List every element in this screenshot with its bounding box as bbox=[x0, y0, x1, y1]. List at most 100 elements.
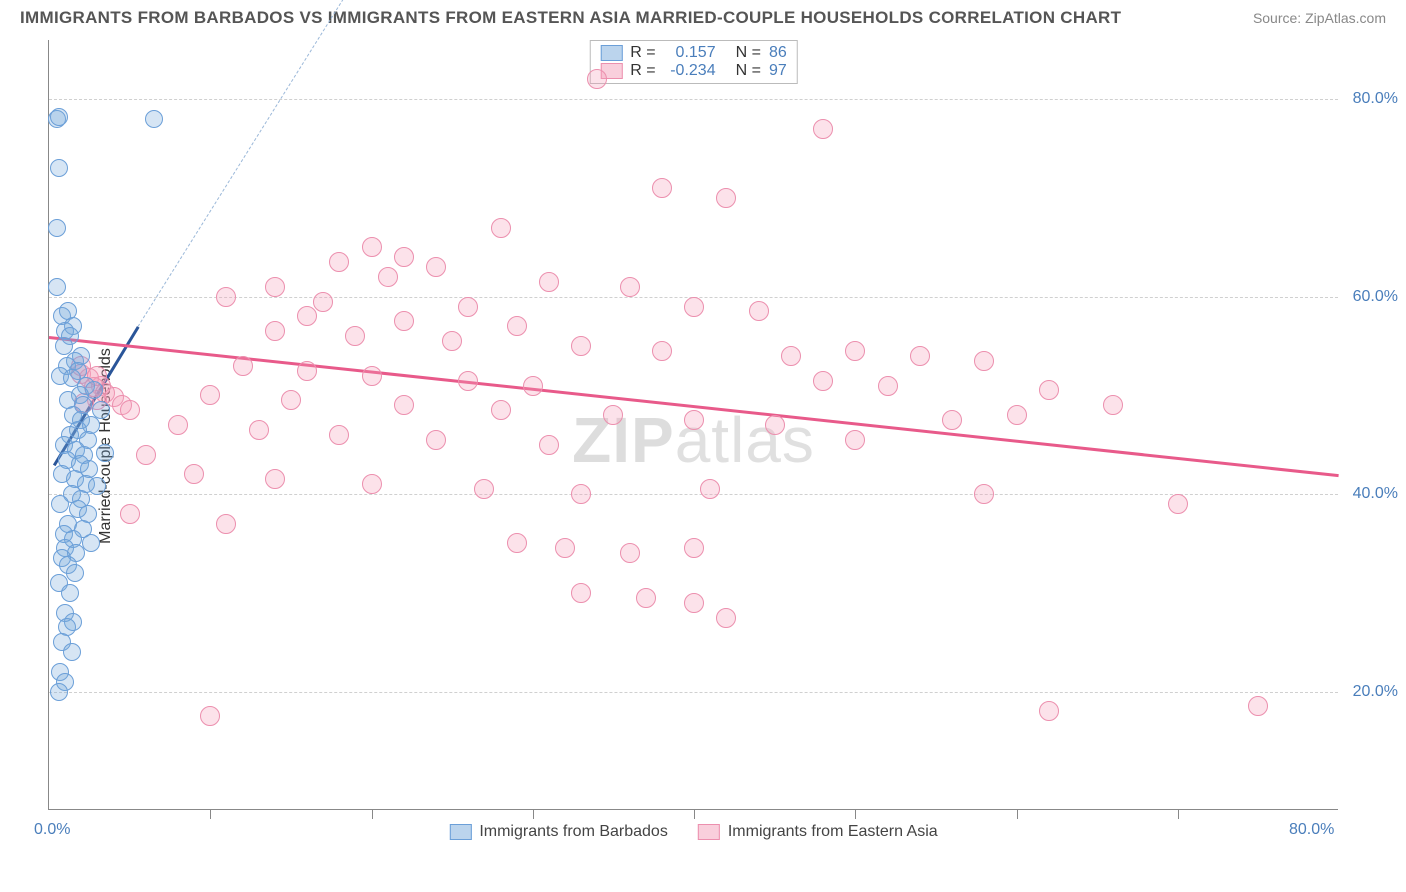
data-point bbox=[249, 420, 269, 440]
data-point bbox=[845, 430, 865, 450]
title-bar: IMMIGRANTS FROM BARBADOS VS IMMIGRANTS F… bbox=[0, 0, 1406, 32]
x-tick bbox=[210, 809, 211, 819]
x-tick bbox=[855, 809, 856, 819]
data-point bbox=[1007, 405, 1027, 425]
data-point bbox=[571, 583, 591, 603]
data-point bbox=[442, 331, 462, 351]
data-point bbox=[184, 464, 204, 484]
data-point bbox=[394, 395, 414, 415]
data-point bbox=[297, 361, 317, 381]
data-point bbox=[168, 415, 188, 435]
data-point bbox=[136, 445, 156, 465]
data-point bbox=[571, 336, 591, 356]
data-point bbox=[555, 538, 575, 558]
data-point bbox=[63, 643, 81, 661]
data-point bbox=[297, 306, 317, 326]
data-point bbox=[233, 356, 253, 376]
swatch-blue-icon bbox=[449, 824, 471, 840]
data-point bbox=[216, 287, 236, 307]
data-point bbox=[426, 257, 446, 277]
data-point bbox=[1168, 494, 1188, 514]
data-point bbox=[845, 341, 865, 361]
data-point bbox=[652, 178, 672, 198]
data-point bbox=[120, 400, 140, 420]
y-tick-label: 60.0% bbox=[1353, 288, 1398, 306]
legend-stats: R = 0.157 N = 86 R = -0.234 N = 97 bbox=[589, 40, 797, 84]
source-label: Source: ZipAtlas.com bbox=[1253, 10, 1386, 26]
data-point bbox=[684, 297, 704, 317]
data-point bbox=[216, 514, 236, 534]
legend-item: Immigrants from Barbados bbox=[449, 823, 668, 841]
data-point bbox=[684, 538, 704, 558]
data-point bbox=[61, 584, 79, 602]
data-point bbox=[200, 706, 220, 726]
y-tick-label: 40.0% bbox=[1353, 485, 1398, 503]
data-point bbox=[765, 415, 785, 435]
x-tick-label: 80.0% bbox=[1289, 821, 1334, 839]
data-point bbox=[491, 218, 511, 238]
x-tick bbox=[1178, 809, 1179, 819]
data-point bbox=[620, 543, 640, 563]
y-tick-label: 80.0% bbox=[1353, 90, 1398, 108]
data-point bbox=[474, 479, 494, 499]
swatch-pink-icon bbox=[698, 824, 720, 840]
data-point bbox=[329, 425, 349, 445]
data-point bbox=[394, 247, 414, 267]
swatch-blue-icon bbox=[600, 45, 622, 61]
data-point bbox=[426, 430, 446, 450]
data-point bbox=[652, 341, 672, 361]
data-point bbox=[571, 484, 591, 504]
data-point bbox=[813, 119, 833, 139]
data-point bbox=[1248, 696, 1268, 716]
data-point bbox=[66, 564, 84, 582]
x-tick bbox=[1017, 809, 1018, 819]
data-point bbox=[749, 301, 769, 321]
data-point bbox=[1039, 380, 1059, 400]
data-point bbox=[684, 593, 704, 613]
data-point bbox=[313, 292, 333, 312]
data-point bbox=[329, 252, 349, 272]
data-point bbox=[145, 110, 163, 128]
legend-stats-row: R = -0.234 N = 97 bbox=[600, 62, 786, 80]
data-point bbox=[458, 371, 478, 391]
data-point bbox=[345, 326, 365, 346]
legend-stats-row: R = 0.157 N = 86 bbox=[600, 44, 786, 62]
grid-line bbox=[49, 494, 1338, 495]
data-point bbox=[362, 237, 382, 257]
data-point bbox=[88, 477, 106, 495]
data-point bbox=[910, 346, 930, 366]
legend-series: Immigrants from Barbados Immigrants from… bbox=[449, 823, 937, 841]
data-point bbox=[878, 376, 898, 396]
data-point bbox=[50, 159, 68, 177]
data-point bbox=[587, 69, 607, 89]
scatter-plot: ZIPatlas R = 0.157 N = 86 R = -0.234 N =… bbox=[48, 40, 1338, 810]
x-tick bbox=[372, 809, 373, 819]
x-tick-label: 0.0% bbox=[34, 821, 70, 839]
grid-line bbox=[49, 99, 1338, 100]
data-point bbox=[491, 400, 511, 420]
data-point bbox=[700, 479, 720, 499]
data-point bbox=[120, 504, 140, 524]
data-point bbox=[716, 188, 736, 208]
data-point bbox=[265, 277, 285, 297]
legend-item: Immigrants from Eastern Asia bbox=[698, 823, 938, 841]
data-point bbox=[974, 484, 994, 504]
data-point bbox=[684, 410, 704, 430]
data-point bbox=[636, 588, 656, 608]
data-point bbox=[523, 376, 543, 396]
data-point bbox=[539, 435, 559, 455]
x-tick bbox=[533, 809, 534, 819]
data-point bbox=[50, 683, 68, 701]
data-point bbox=[1039, 701, 1059, 721]
data-point bbox=[603, 405, 623, 425]
data-point bbox=[507, 316, 527, 336]
data-point bbox=[1103, 395, 1123, 415]
data-point bbox=[265, 321, 285, 341]
data-point bbox=[974, 351, 994, 371]
data-point bbox=[265, 469, 285, 489]
data-point bbox=[716, 608, 736, 628]
data-point bbox=[620, 277, 640, 297]
data-point bbox=[539, 272, 559, 292]
data-point bbox=[942, 410, 962, 430]
y-tick-label: 20.0% bbox=[1353, 683, 1398, 701]
